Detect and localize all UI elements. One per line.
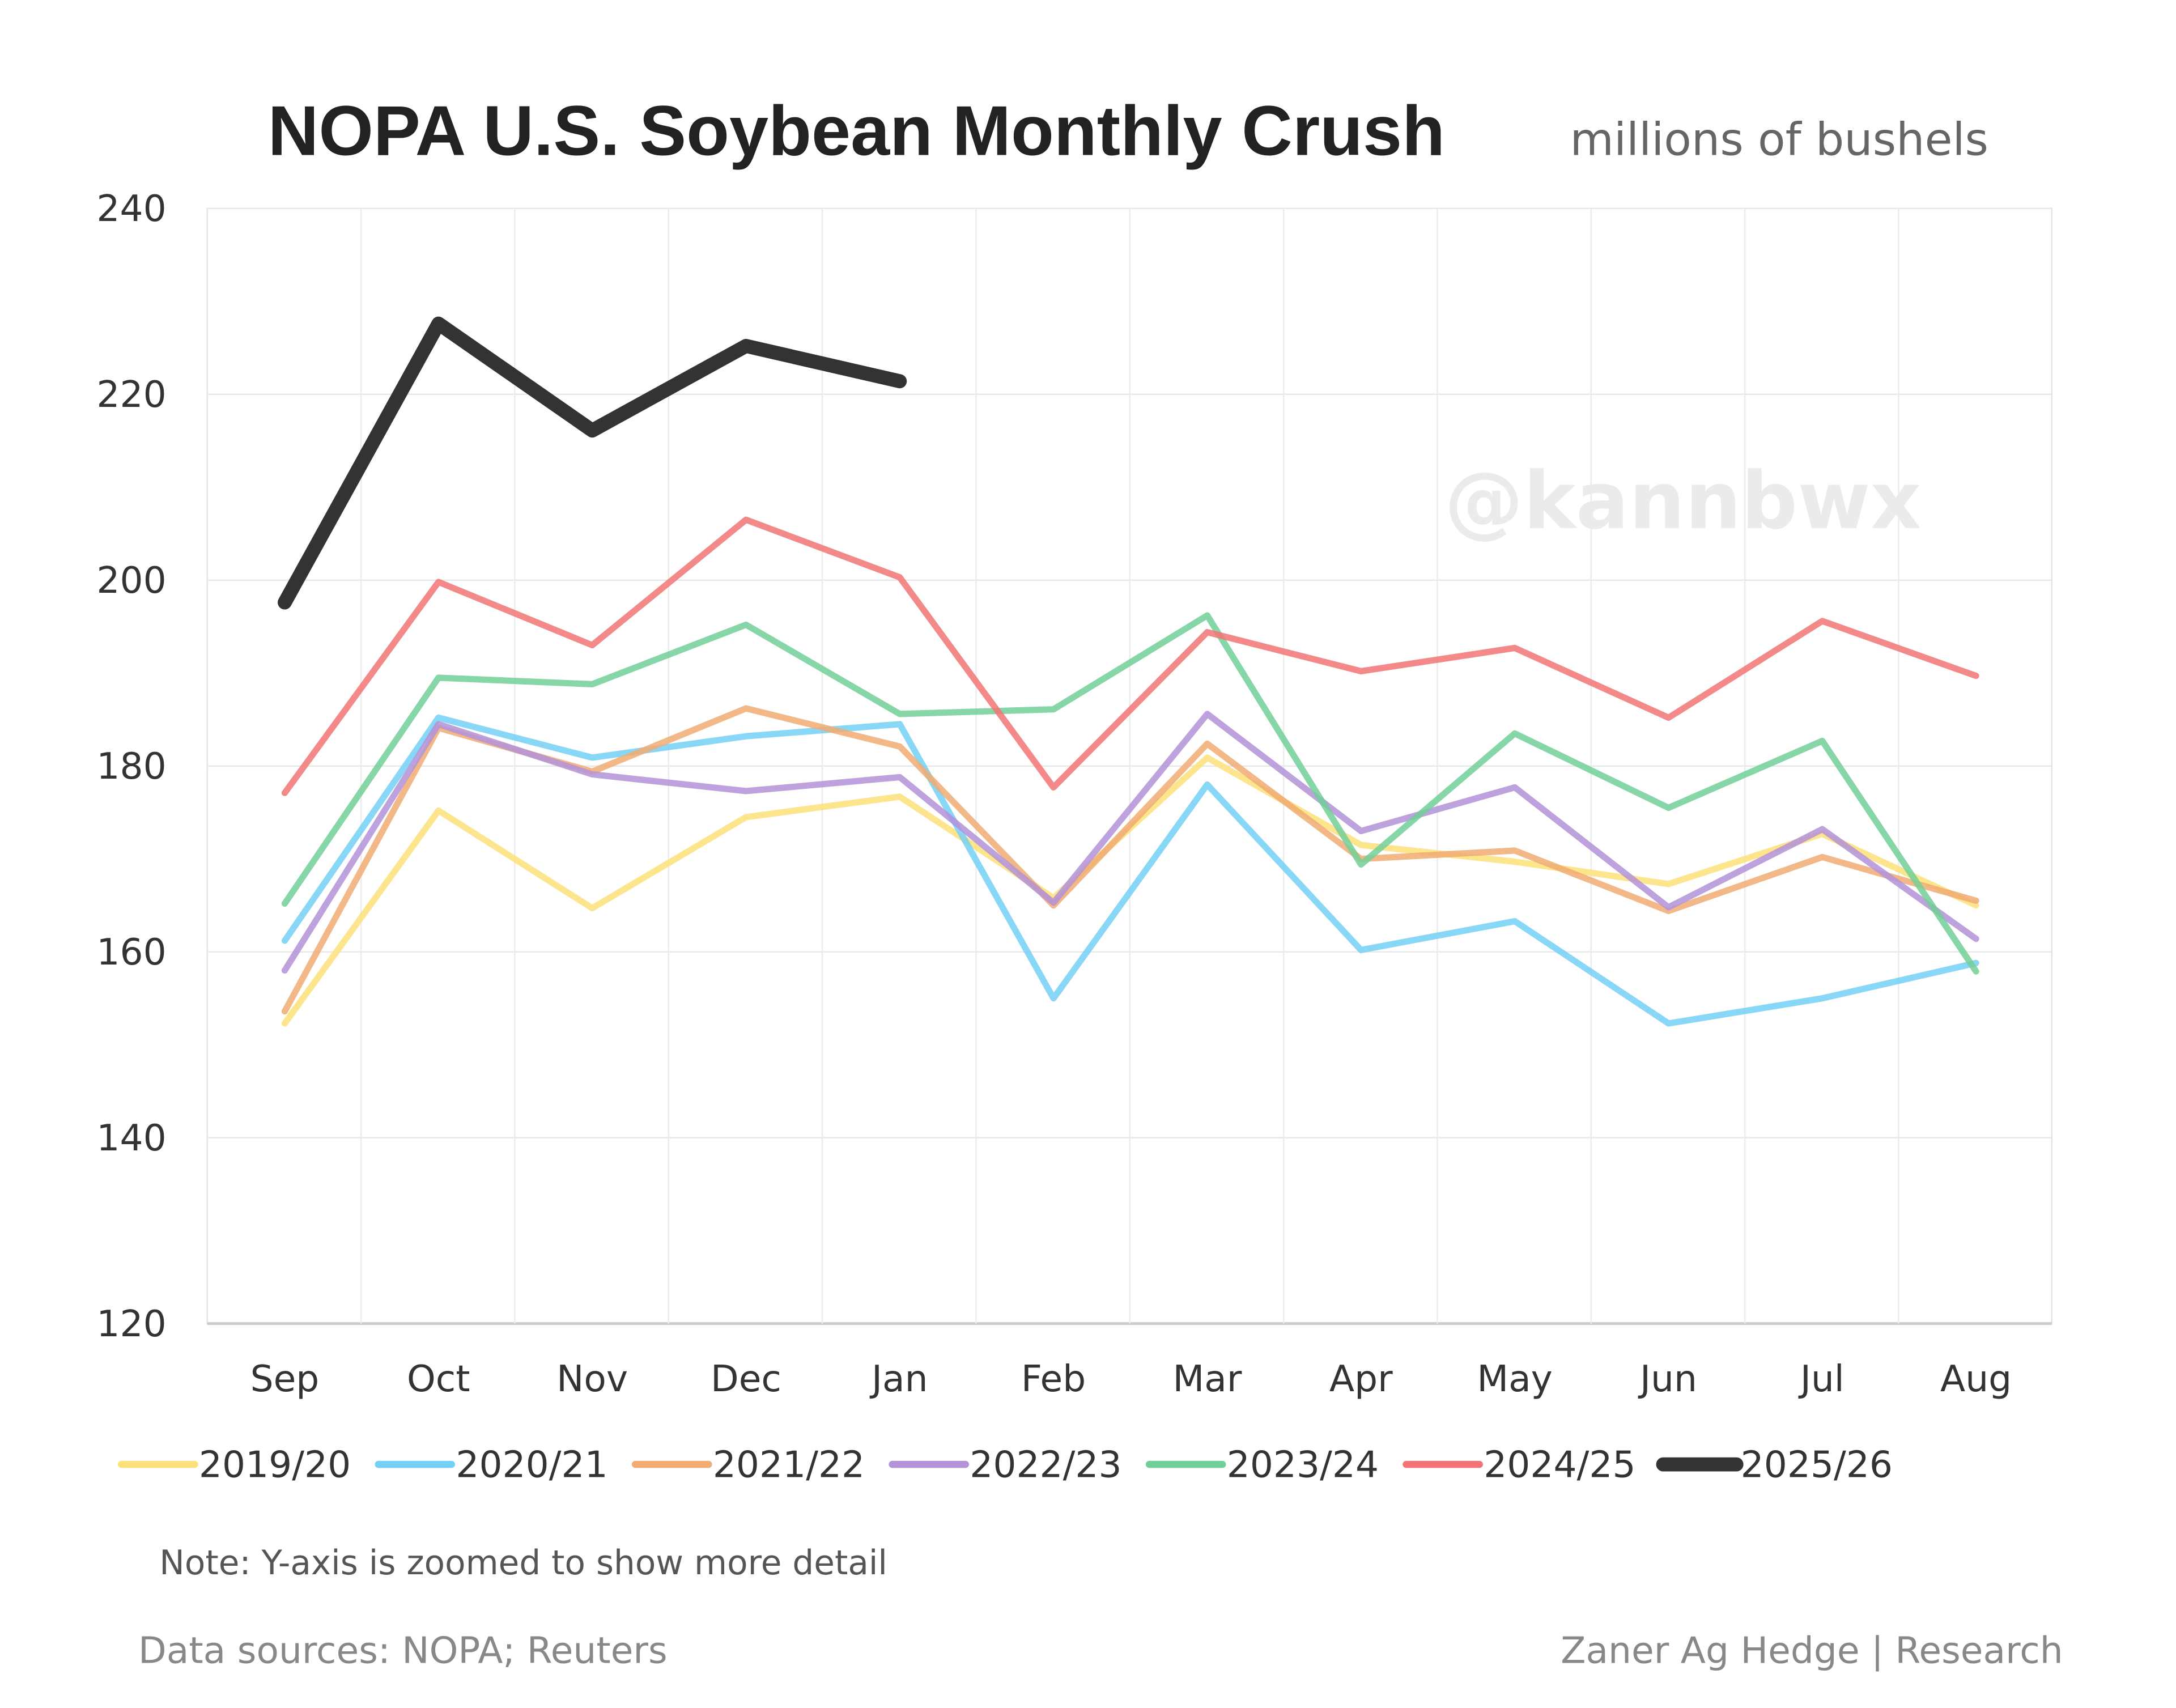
- x-tick-label: Jun: [1638, 1358, 1697, 1400]
- data-sources: Data sources: NOPA; Reuters: [138, 1629, 668, 1672]
- series-line-2020-21: [281, 714, 1979, 1027]
- y-tick-label: 120: [96, 1303, 166, 1345]
- watermark: @kannbwx: [1444, 455, 1921, 547]
- legend-label: 2019/20: [199, 1444, 351, 1486]
- x-tick-label: Mar: [1173, 1358, 1242, 1400]
- x-tick-label: Apr: [1329, 1358, 1393, 1400]
- legend-label: 2025/26: [1741, 1444, 1893, 1486]
- chart-subtitle: millions of bushels: [1570, 113, 1988, 165]
- x-tick-label: Feb: [1021, 1358, 1086, 1400]
- legend-label: 2022/23: [970, 1444, 1121, 1486]
- x-tick-label: Jul: [1798, 1358, 1844, 1400]
- series-line-2024-25: [281, 516, 1979, 796]
- x-tick-label: Sep: [250, 1358, 320, 1400]
- y-tick-label: 160: [96, 931, 166, 974]
- y-tick-label: 140: [96, 1117, 166, 1159]
- x-tick-label: May: [1477, 1358, 1553, 1400]
- y-tick-label: 240: [96, 188, 166, 230]
- chart-title: NOPA U.S. Soybean Monthly Crush: [268, 92, 1445, 170]
- y-tick-label: 220: [96, 373, 166, 416]
- x-tick-label: Dec: [711, 1358, 781, 1400]
- y-tick-label: 180: [96, 745, 166, 788]
- legend-label: 2020/21: [456, 1444, 607, 1486]
- credit: Zaner Ag Hedge | Research: [1561, 1629, 2063, 1672]
- x-tick-label: Aug: [1940, 1358, 2012, 1400]
- series-lines: [278, 316, 1979, 1027]
- series-line-2025-26: [278, 316, 907, 610]
- x-tick-label: Jan: [869, 1358, 928, 1400]
- legend: 2019/20 2020/21 2021/22 2022/23 2023/24 2024/…: [118, 1444, 1893, 1486]
- x-tick-label: Oct: [407, 1358, 470, 1400]
- series-line-2023-24: [281, 612, 1979, 975]
- series-line-2022-23: [281, 711, 1979, 974]
- x-tick-label: Nov: [556, 1358, 628, 1400]
- legend-label: 2024/25: [1484, 1444, 1635, 1486]
- y-tick-label: 200: [96, 559, 166, 602]
- grid: 120 140 160 180 200 220 240 Sep Oct Nov Dec Jan Feb M…: [96, 188, 2053, 1400]
- legend-label: 2021/22: [713, 1444, 865, 1486]
- legend-label: 2023/24: [1227, 1444, 1379, 1486]
- note: Note: Y-axis is zoomed to show more deta…: [159, 1544, 887, 1583]
